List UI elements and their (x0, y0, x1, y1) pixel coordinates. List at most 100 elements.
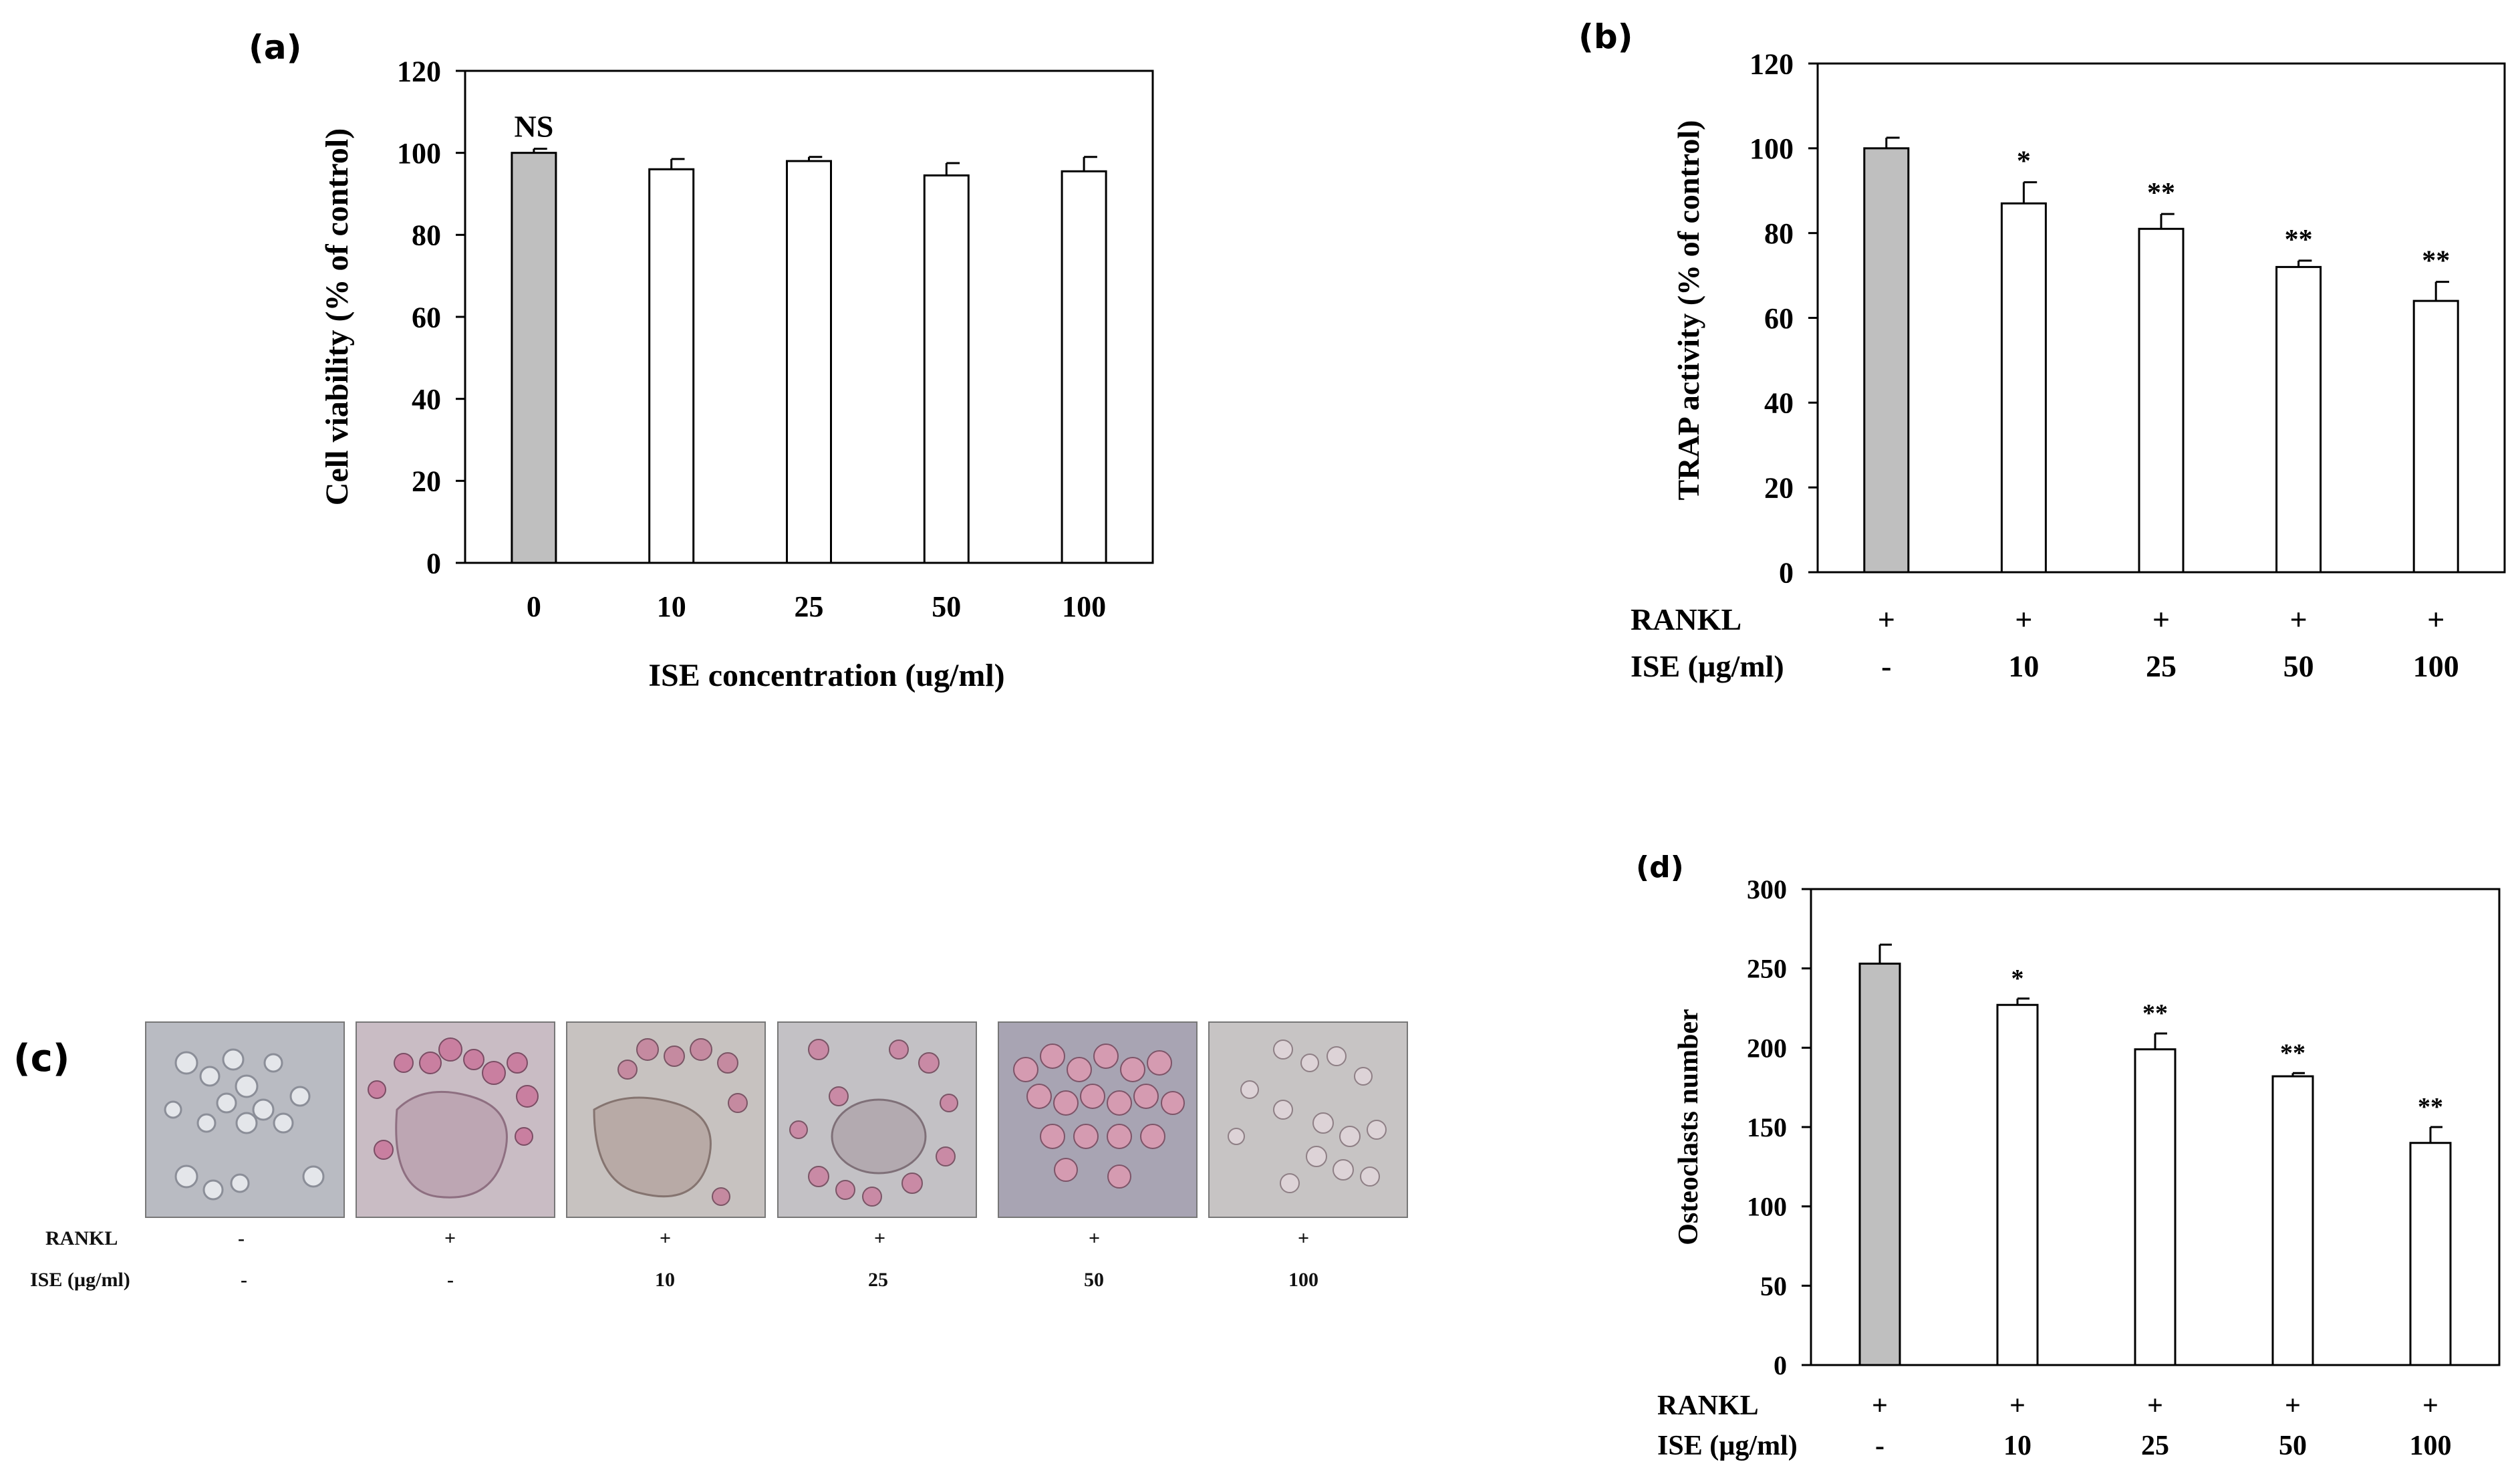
y-axis-title-b: TRAP activity (% of control) (1671, 120, 1705, 501)
y-tick-label: 60 (412, 301, 441, 334)
condition-value: + (2285, 1390, 2301, 1421)
bar (1863, 147, 1910, 574)
bar (2409, 1142, 2452, 1366)
condition-value: + (1878, 602, 1895, 636)
y-tick-label: 120 (397, 55, 441, 88)
y-tick-label: 100 (1749, 132, 1794, 165)
condition-value: + (2422, 1390, 2438, 1421)
microscopy-osteoclast-medium-icon (567, 1023, 764, 1217)
bar (2412, 299, 2459, 574)
bar (511, 152, 557, 564)
condition-value: + (2009, 1390, 2025, 1421)
bar (1858, 963, 1901, 1366)
y-tick-label: 300 (1747, 874, 1787, 904)
y-tick-label: 120 (1749, 47, 1794, 80)
condition-value: + (2147, 1390, 2163, 1421)
y-tick-label: 0 (1774, 1350, 1787, 1380)
condition-value: 10 (2003, 1431, 2032, 1461)
microscopy-osteoclast-sparse-icon (1210, 1023, 1407, 1217)
micro-image-1 (145, 1021, 345, 1218)
condition-value: 25 (2141, 1431, 2169, 1461)
bar (2134, 1048, 2177, 1366)
micro-image-5 (998, 1021, 1198, 1218)
condition-value: - (1875, 1431, 1884, 1461)
c-rankl-3: + (660, 1227, 672, 1249)
significance-label: ** (2280, 1039, 2305, 1067)
c-ise-6: 100 (1288, 1269, 1318, 1291)
condition-value: + (2289, 602, 2307, 636)
y-axis-title-a: Cell viability (% of control) (319, 128, 355, 505)
bar (2271, 1075, 2314, 1366)
panel-label-d: (d) (1636, 850, 1684, 884)
x-tick-label: 50 (932, 590, 961, 623)
significance-label: ** (2147, 178, 2175, 209)
y-tick-label: 80 (412, 219, 441, 252)
c-rankl-2: + (444, 1227, 456, 1249)
microscopy-osteoclast-dense-icon (999, 1023, 1196, 1217)
y-axis-title-d: Osteoclasts number (1673, 1009, 1704, 1245)
y-tick-label: 0 (426, 547, 441, 580)
x-tick-label: 25 (795, 590, 824, 623)
y-tick-label: 50 (1760, 1271, 1787, 1301)
significance-label: ** (2285, 225, 2313, 255)
significance-label: * (2017, 146, 2031, 177)
x-axis-title-a: ISE concentration (ug/ml) (648, 658, 1004, 693)
significance-label: ** (2142, 999, 2168, 1027)
panel-label-b: (b) (1578, 17, 1633, 56)
y-tick-label: 100 (1747, 1192, 1787, 1222)
c-rankl-5: + (1089, 1227, 1101, 1249)
panel-label-c: (c) (13, 1037, 69, 1080)
bar (2138, 227, 2185, 574)
y-tick-label: 100 (397, 137, 441, 170)
y-tick-label: 60 (1764, 302, 1794, 335)
significance-label: ** (2422, 246, 2450, 277)
y-tick-label: 0 (1779, 556, 1794, 589)
bar (2275, 265, 2322, 574)
y-tick-label: 20 (1764, 472, 1794, 505)
c-rankl-4: + (874, 1227, 886, 1249)
c-ise-2: - (447, 1269, 454, 1291)
micro-image-3 (566, 1021, 766, 1218)
significance-label: ** (2418, 1093, 2443, 1121)
microscopy-osteoclast-clusters-icon (779, 1023, 976, 1217)
condition-value: + (2427, 602, 2444, 636)
c-ise-5: 50 (1084, 1269, 1104, 1291)
bar (786, 160, 832, 564)
condition-value: + (2152, 602, 2170, 636)
x-tick-label: 0 (527, 590, 541, 623)
panel-label-a: (a) (249, 28, 301, 67)
condition-value: 50 (2283, 649, 2314, 683)
c-ise-4: 25 (868, 1269, 888, 1291)
x-tick-label: 10 (657, 590, 686, 623)
bar (648, 168, 695, 564)
c-ise-3: 10 (655, 1269, 675, 1291)
c-ise-1: - (241, 1269, 247, 1291)
condition-row-label: ISE (µg/ml) (1657, 1431, 1798, 1461)
c-rankl-6: + (1298, 1227, 1310, 1249)
bar (2000, 202, 2047, 574)
c-rankl-1: - (238, 1227, 245, 1249)
y-tick-label: 200 (1747, 1033, 1787, 1063)
chart-cell-viability: 0 20 40 60 80 100 120 NS 0 10 25 50 100 (397, 55, 1154, 623)
condition-value: 10 (2008, 649, 2039, 683)
condition-value: + (1872, 1390, 1888, 1421)
micro-image-6 (1208, 1021, 1408, 1218)
micro-image-2 (356, 1021, 555, 1218)
y-tick-label: 20 (412, 465, 441, 498)
condition-row-label: RANKL (1631, 602, 1741, 636)
c-row-label-ise: ISE (µg/ml) (30, 1269, 130, 1291)
condition-value: - (1881, 649, 1891, 683)
significance-label: * (2011, 965, 2024, 993)
y-tick-label: 40 (412, 383, 441, 416)
condition-value: 25 (2146, 649, 2177, 683)
condition-value: 100 (2413, 649, 2459, 683)
y-tick-label: 80 (1764, 217, 1794, 250)
condition-value: 50 (2279, 1431, 2307, 1461)
microscopy-unstained-cells-icon (146, 1023, 343, 1217)
bar (1061, 170, 1107, 564)
significance-label: NS (514, 110, 553, 144)
x-tick-label: 100 (1062, 590, 1106, 623)
